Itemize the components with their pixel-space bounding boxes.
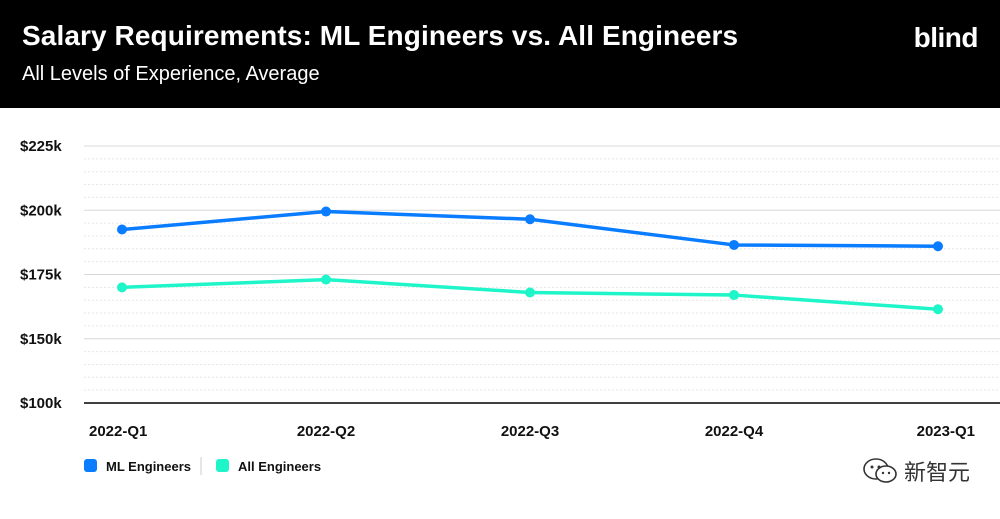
- legend-label-all-engineers: All Engineers: [238, 459, 321, 474]
- wechat-icon: [863, 458, 897, 483]
- chart-subtitle: All Levels of Experience, Average: [22, 63, 320, 85]
- data-point: [525, 214, 535, 225]
- y-tick-label: $150k: [20, 331, 62, 348]
- watermark-text: 新智元: [903, 461, 970, 486]
- data-point: [321, 274, 331, 285]
- line-chart: $100k $150k $175k $200k $225k 2022-Q1 2022-Q2 2…: [20, 138, 1000, 475]
- data-point: [117, 224, 127, 235]
- data-point: [729, 290, 739, 301]
- y-tick-label: $200k: [20, 202, 62, 219]
- header: Salary Requirements: ML Engineers vs. Al…: [0, 0, 1000, 108]
- y-tick-label: $175k: [20, 267, 62, 284]
- data-point: [933, 304, 943, 315]
- data-point: [933, 241, 943, 252]
- x-tick-label: 2022-Q1: [89, 423, 147, 440]
- legend-swatch-ml-engineers: [84, 459, 97, 472]
- legend-label-ml-engineers: ML Engineers: [106, 459, 191, 474]
- y-tick-label: $225k: [20, 138, 62, 155]
- data-point: [525, 287, 535, 298]
- legend-swatch-all-engineers: [216, 459, 229, 472]
- x-tick-label: 2022-Q3: [501, 423, 559, 440]
- data-point: [117, 282, 127, 293]
- x-tick-label: 2023-Q1: [917, 423, 975, 440]
- watermark: 新智元: [862, 455, 970, 487]
- data-point: [321, 206, 331, 217]
- data-point: [729, 239, 739, 250]
- chart-title: Salary Requirements: ML Engineers vs. Al…: [22, 20, 739, 51]
- x-tick-label: 2022-Q2: [297, 423, 355, 440]
- y-tick-label: $100k: [20, 395, 62, 412]
- grid-lines: [84, 145, 1000, 404]
- brand-logo: blind: [913, 22, 979, 53]
- legend: ML Engineers All Engineers: [84, 457, 321, 475]
- x-tick-label: 2022-Q4: [705, 423, 764, 440]
